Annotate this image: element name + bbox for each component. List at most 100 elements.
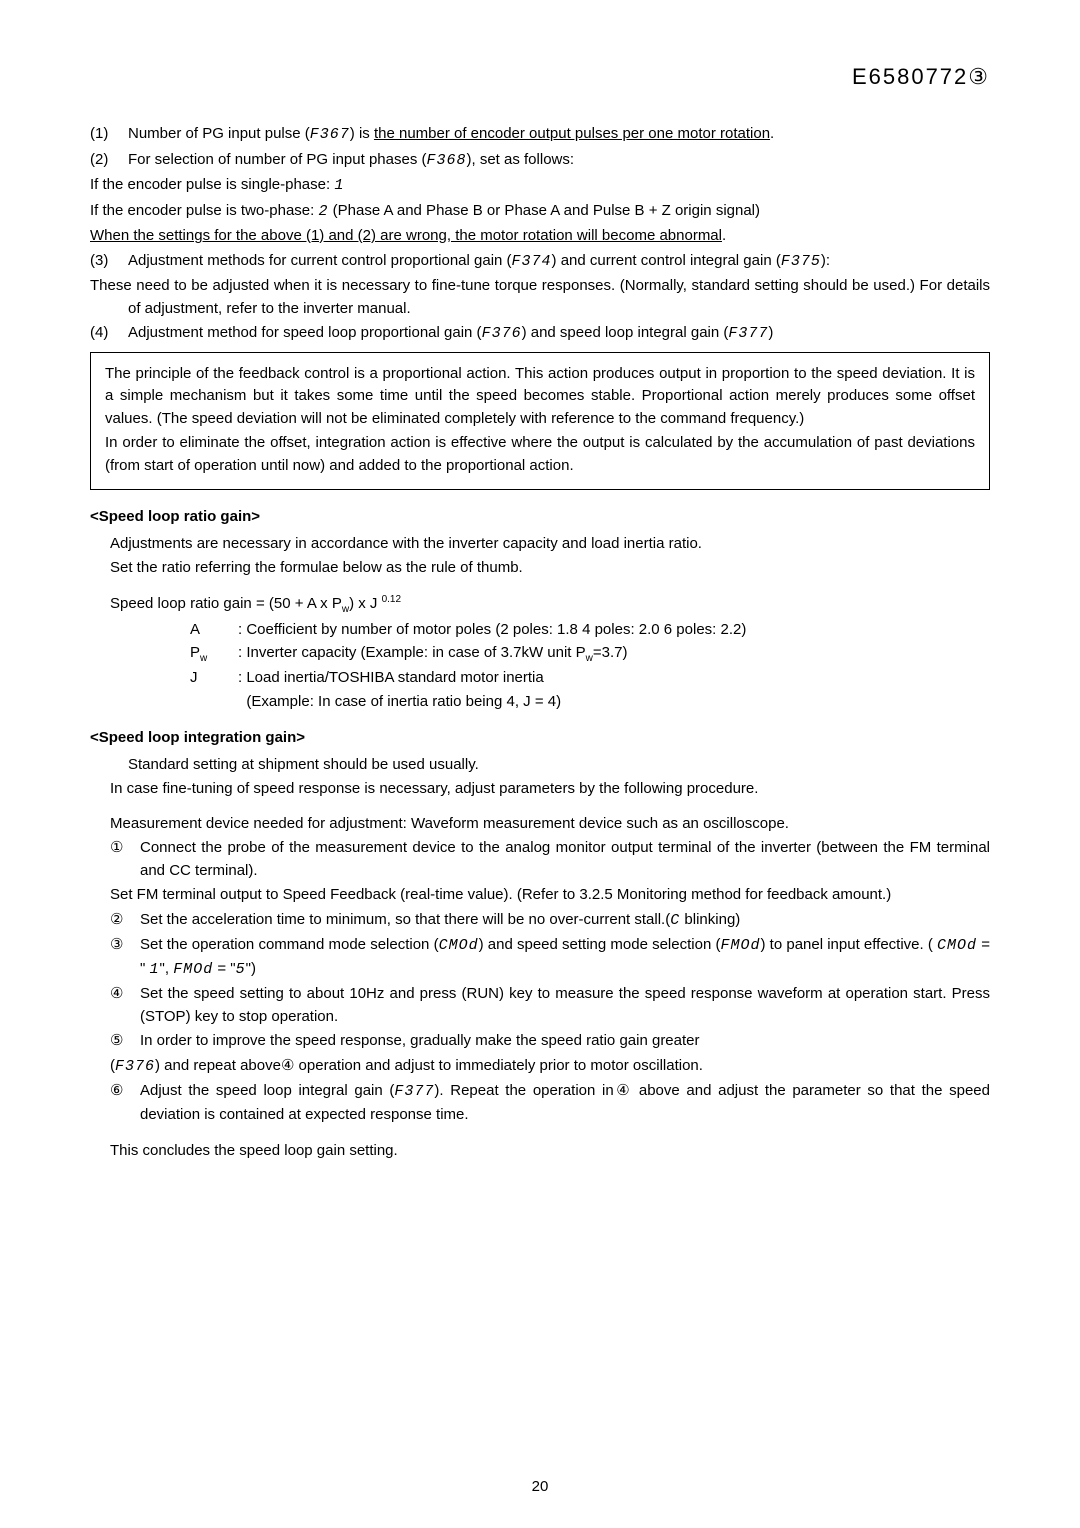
text: (Example: In case of inertia ratio being… <box>246 693 561 710</box>
paragraph: These need to be adjusted when it is nec… <box>90 275 990 320</box>
step-body: In order to improve the speed response, … <box>140 1030 990 1053</box>
superscript: 0.12 <box>382 594 401 605</box>
list-item-2: (2) For selection of number of PG input … <box>90 149 990 173</box>
paragraph: If the encoder pulse is single-phase: 1 <box>90 174 990 198</box>
text: P <box>190 644 200 661</box>
info-box: The principle of the feedback control is… <box>90 352 990 491</box>
step-number: ⑥ <box>110 1080 140 1126</box>
text: Adjust the speed loop integral gain ( <box>140 1082 394 1099</box>
underlined-text: the number of encoder output pulses per … <box>374 125 770 142</box>
segment-code: C <box>670 912 680 929</box>
conclusion: This concludes the speed loop gain setti… <box>90 1140 990 1163</box>
text: Adjustment method for speed loop proport… <box>128 324 482 341</box>
segment-code: F377 <box>728 325 768 342</box>
formula-row: J : Load inertia/TOSHIBA standard motor … <box>190 667 990 690</box>
list-item-3: (3) Adjustment methods for current contr… <box>90 250 990 274</box>
definition: : Inverter capacity (Example: in case of… <box>238 642 990 666</box>
segment-code: CMOd <box>439 937 479 954</box>
definition: : Coefficient by number of motor poles (… <box>238 619 990 642</box>
paragraph: Adjustments are necessary in accordance … <box>90 533 990 556</box>
symbol: Pw <box>190 642 238 666</box>
paragraph: Measurement device needed for adjustment… <box>90 813 990 836</box>
list-item-1: (1) Number of PG input pulse (F367) is t… <box>90 123 990 147</box>
step-number: ④ <box>110 983 140 1028</box>
definition: : Load inertia/TOSHIBA standard motor in… <box>238 667 990 690</box>
segment-code: 2 <box>318 203 328 220</box>
item-body: For selection of number of PG input phas… <box>128 149 990 173</box>
step-body: Adjust the speed loop integral gain (F37… <box>140 1080 990 1126</box>
step-item: ⑥ Adjust the speed loop integral gain (F… <box>110 1080 990 1126</box>
symbol: A <box>190 619 238 642</box>
text: ) and speed loop integral gain ( <box>522 324 729 341</box>
underlined-text: When the settings for the above (1) and … <box>90 227 722 244</box>
definition: (Example: In case of inertia ratio being… <box>238 691 990 714</box>
text: Adjustment methods for current control p… <box>128 252 512 269</box>
text: ) and repeat above④ operation and adjust… <box>155 1057 703 1074</box>
text: ) is <box>350 125 374 142</box>
item-number: (3) <box>90 250 128 274</box>
step-body: Set the acceleration time to minimum, so… <box>140 909 990 933</box>
text: If the encoder pulse is single-phase: <box>90 176 334 193</box>
text: ): <box>821 252 830 269</box>
text: ", <box>160 960 174 977</box>
text: For selection of number of PG input phas… <box>128 151 426 168</box>
formula-row: A : Coefficient by number of motor poles… <box>190 619 990 642</box>
segment-code: F367 <box>310 126 350 143</box>
text: (Phase A and Phase B or Phase A and Puls… <box>328 202 760 219</box>
paragraph: Set the ratio referring the formulae bel… <box>90 557 990 580</box>
section-title: <Speed loop ratio gain> <box>90 506 990 529</box>
text: Number of PG input pulse ( <box>128 125 310 142</box>
segment-code: CMOd <box>937 937 977 954</box>
text: Set the operation command mode selection… <box>140 936 439 953</box>
box-paragraph: The principle of the feedback control is… <box>105 363 975 431</box>
text: : Inverter capacity (Example: in case of… <box>238 644 586 661</box>
segment-code: F374 <box>512 253 552 270</box>
segment-code: F376 <box>115 1058 155 1075</box>
step-number: ① <box>110 837 140 882</box>
page-header: E6580772③ <box>90 60 990 93</box>
text: . <box>770 125 774 142</box>
subscript: w <box>342 604 349 615</box>
step-item: ④ Set the speed setting to about 10Hz an… <box>110 983 990 1028</box>
subscript: w <box>200 653 207 664</box>
formula-row: (Example: In case of inertia ratio being… <box>190 691 990 714</box>
section-title: <Speed loop integration gain> <box>90 727 990 750</box>
formula-row: Pw : Inverter capacity (Example: in case… <box>190 642 990 666</box>
text: =3.7) <box>593 644 628 661</box>
text: blinking) <box>680 911 740 928</box>
paragraph: Standard setting at shipment should be u… <box>90 754 990 777</box>
step-item: ① Connect the probe of the measurement d… <box>110 837 990 882</box>
item-number: (2) <box>90 149 128 173</box>
step-number: ② <box>110 909 140 933</box>
segment-code: FMOd <box>720 937 760 954</box>
text: These need to be adjusted when it is nec… <box>90 275 990 320</box>
step-item: ③ Set the operation command mode selecti… <box>110 934 990 981</box>
paragraph: If the encoder pulse is two-phase: 2 (Ph… <box>90 200 990 224</box>
formula: Speed loop ratio gain = (50 + A x Pw) x … <box>90 592 990 617</box>
segment-code: 5 <box>236 961 246 978</box>
text: . <box>722 227 726 244</box>
text: If the encoder pulse is two-phase: <box>90 202 318 219</box>
text: Set the acceleration time to minimum, so… <box>140 911 670 928</box>
text: ) <box>768 324 773 341</box>
segment-code: 1 <box>150 961 160 978</box>
text: ) and speed setting mode selection ( <box>479 936 721 953</box>
step-list: ① Connect the probe of the measurement d… <box>90 837 990 1126</box>
step-item: ⑤ In order to improve the speed response… <box>110 1030 990 1053</box>
page-number: 20 <box>0 1476 1080 1499</box>
step-number: ③ <box>110 934 140 981</box>
step-number: ⑤ <box>110 1030 140 1053</box>
segment-code: F375 <box>781 253 821 270</box>
text: ) to panel input effective. ( <box>760 936 937 953</box>
segment-code: 1 <box>334 177 344 194</box>
list-item-4: (4) Adjustment method for speed loop pro… <box>90 322 990 346</box>
item-body: Adjustment method for speed loop proport… <box>128 322 990 346</box>
paragraph: In case fine-tuning of speed response is… <box>90 778 990 801</box>
box-paragraph: In order to eliminate the offset, integr… <box>105 432 975 477</box>
paragraph: (F376) and repeat above④ operation and a… <box>110 1055 990 1079</box>
text: ) and current control integral gain ( <box>552 252 781 269</box>
text: ") <box>246 960 256 977</box>
text: = " <box>213 960 235 977</box>
text: Speed loop ratio gain = (50 + A x P <box>110 595 342 612</box>
item-body: Number of PG input pulse (F367) is the n… <box>128 123 990 147</box>
